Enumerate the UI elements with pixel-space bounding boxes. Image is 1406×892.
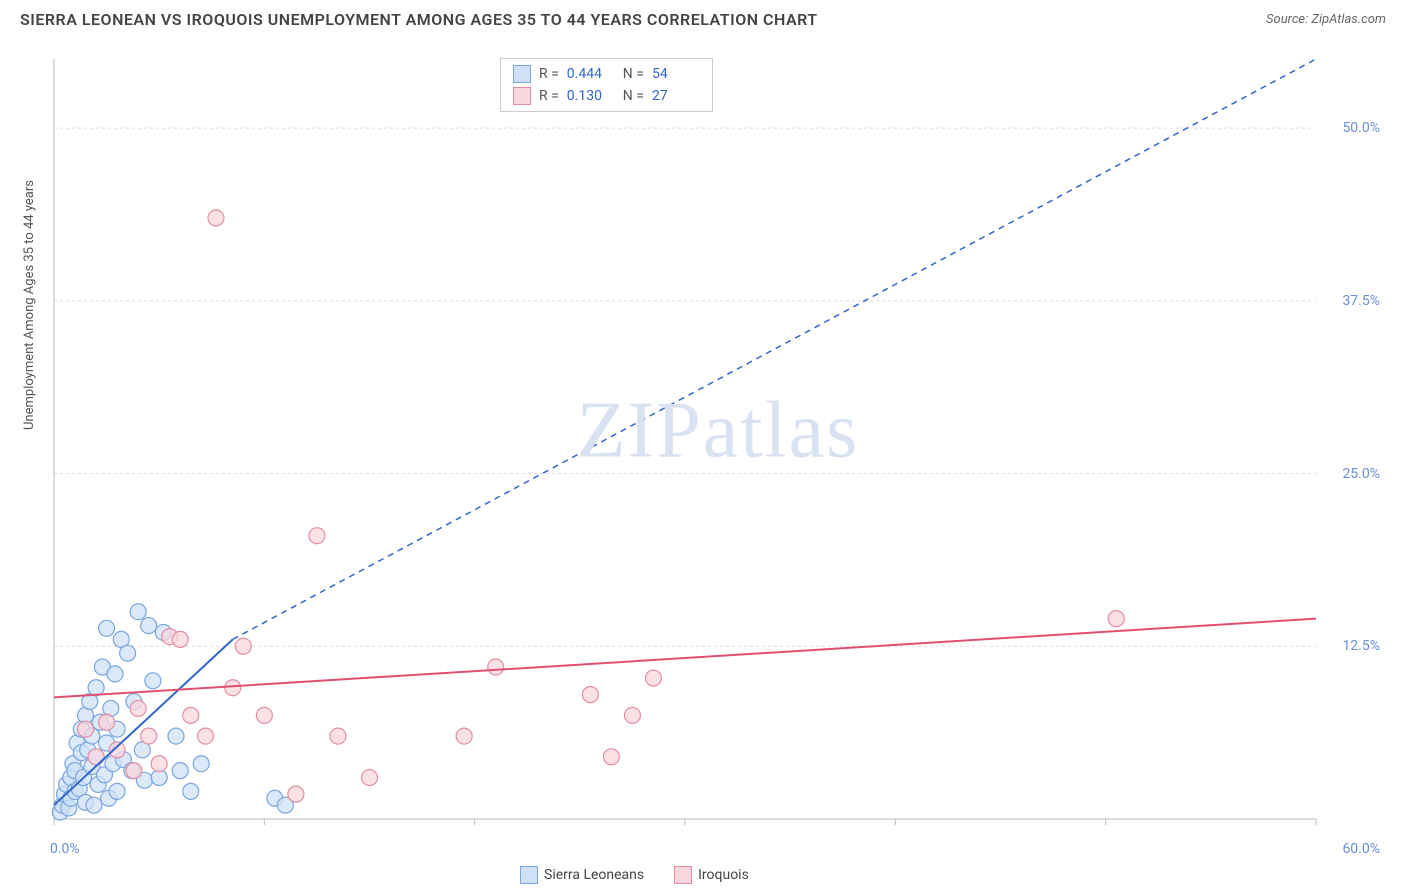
stat-r-label: R = [539,88,559,104]
scatter-plot [50,55,1386,855]
chart-title: SIERRA LEONEAN VS IROQUOIS UNEMPLOYMENT … [20,10,818,29]
y-tick-label: 25.0% [1342,466,1380,482]
legend-item: Iroquois [674,866,749,884]
y-tick-label: 50.0% [1342,120,1380,136]
legend-swatch [513,87,531,105]
legend-label: Sierra Leoneans [544,867,644,883]
bottom-legend: Sierra Leoneans Iroquois [520,866,749,884]
legend-item: Sierra Leoneans [520,866,644,884]
y-tick-label: 37.5% [1342,293,1380,309]
chart-area: ZIPatlas 12.5%25.0%37.5%50.0% 0.0% 60.0% [50,55,1386,855]
stat-n-label: N = [623,66,644,82]
legend-label: Iroquois [698,867,749,883]
stat-n-value: 27 [652,88,700,104]
stats-box: R = 0.444 N = 54 R = 0.130 N = 27 [500,58,713,112]
y-axis-label: Unemployment Among Ages 35 to 44 years [22,180,37,430]
stat-n-label: N = [623,88,644,104]
x-min-label: 0.0% [50,841,80,857]
stat-n-value: 54 [652,66,700,82]
stats-row: R = 0.130 N = 27 [513,85,700,107]
stats-row: R = 0.444 N = 54 [513,63,700,85]
y-tick-label: 12.5% [1342,638,1380,654]
legend-swatch [513,65,531,83]
x-max-label: 60.0% [1342,841,1380,857]
legend-swatch [674,866,692,884]
stat-r-label: R = [539,66,559,82]
chart-source: Source: ZipAtlas.com [1266,12,1386,27]
stat-r-value: 0.130 [567,88,615,104]
stat-r-value: 0.444 [567,66,615,82]
legend-swatch [520,866,538,884]
